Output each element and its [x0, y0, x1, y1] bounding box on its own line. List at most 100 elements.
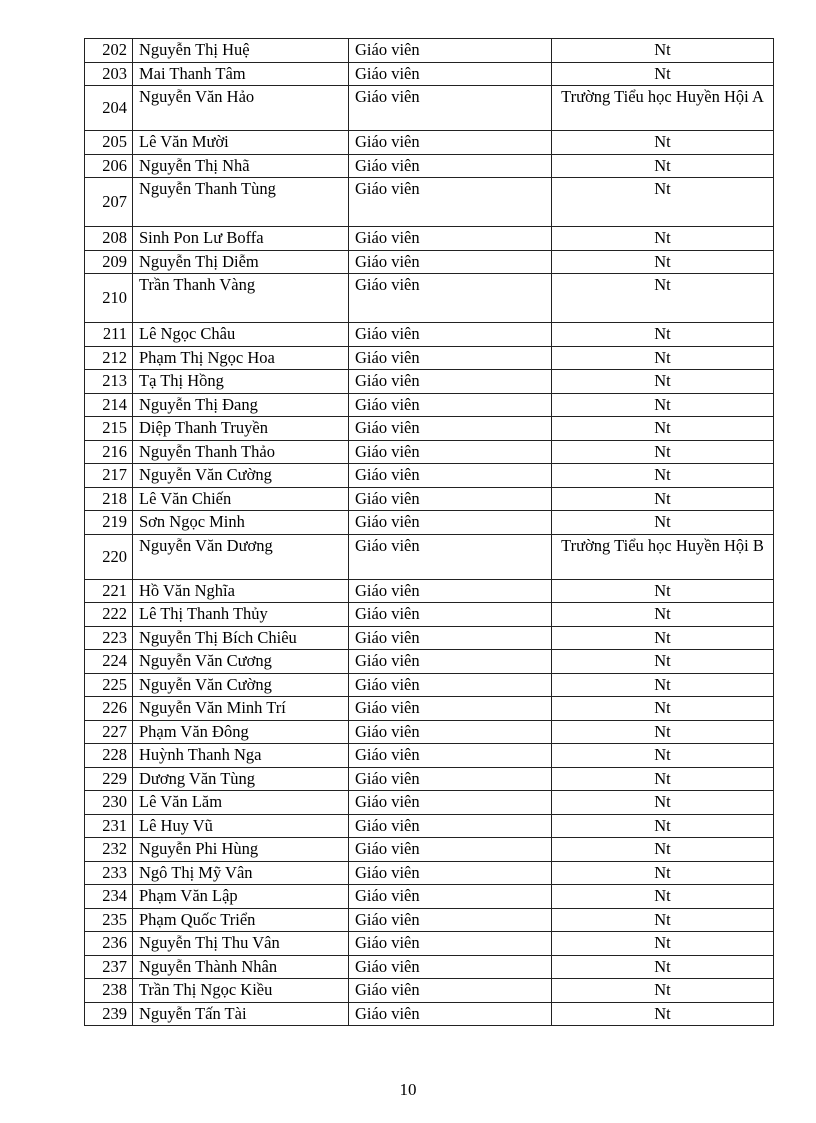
staff-name: Hồ Văn Nghĩa: [132, 578, 349, 603]
staff-school: Nt: [551, 696, 774, 721]
row-number: 206: [84, 153, 133, 178]
row-number: 205: [84, 130, 133, 155]
staff-role: Giáo viên: [348, 226, 552, 251]
row-number: 218: [84, 486, 133, 511]
staff-role: Giáo viên: [348, 931, 552, 956]
staff-role: Giáo viên: [348, 177, 552, 227]
row-number: 209: [84, 249, 133, 274]
staff-school: Nt: [551, 766, 774, 791]
staff-table-body: 202 Nguyễn Thị Huệ Giáo viên Nt 203 Mai Thanh…: [84, 38, 774, 1026]
row-number: 210: [84, 273, 133, 323]
row-number: 217: [84, 463, 133, 488]
staff-school: Nt: [551, 439, 774, 464]
staff-role: Giáo viên: [348, 672, 552, 697]
row-number: 214: [84, 392, 133, 417]
staff-school: Nt: [551, 177, 774, 227]
staff-school: Nt: [551, 743, 774, 768]
table-row: 219 Sơn Ngọc Minh Giáo viên Nt: [84, 510, 774, 535]
staff-school: Nt: [551, 38, 774, 63]
staff-school: Nt: [551, 954, 774, 979]
staff-school: Nt: [551, 153, 774, 178]
staff-name: Nguyễn Thị Thu Vân: [132, 931, 349, 956]
staff-name: Nguyễn Phi Hùng: [132, 837, 349, 862]
staff-role: Giáo viên: [348, 153, 552, 178]
staff-role: Giáo viên: [348, 790, 552, 815]
row-number: 226: [84, 696, 133, 721]
table-row: 217 Nguyễn Văn Cường Giáo viên Nt: [84, 463, 774, 488]
table-row: 227 Phạm Văn Đông Giáo viên Nt: [84, 719, 774, 744]
table-row: 238 Trần Thị Ngọc Kiều Giáo viên Nt: [84, 978, 774, 1003]
staff-school: Nt: [551, 61, 774, 86]
staff-role: Giáo viên: [348, 510, 552, 535]
staff-school: Nt: [551, 369, 774, 394]
staff-school: Nt: [551, 625, 774, 650]
staff-name: Phạm Văn Lập: [132, 884, 349, 909]
table-row: 220 Nguyễn Văn Dương Giáo viên Trường Tiểu …: [84, 533, 774, 580]
table-row: 239 Nguyễn Tấn Tài Giáo viên Nt: [84, 1001, 774, 1026]
staff-name: Lê Văn Lăm: [132, 790, 349, 815]
staff-name: Nguyễn Văn Hảo: [132, 85, 349, 131]
staff-role: Giáo viên: [348, 625, 552, 650]
staff-name: Lê Thị Thanh Thủy: [132, 602, 349, 627]
staff-name: Lê Văn Mười: [132, 130, 349, 155]
staff-school: Nt: [551, 345, 774, 370]
staff-school: Nt: [551, 249, 774, 274]
staff-role: Giáo viên: [348, 578, 552, 603]
table-row: 225 Nguyễn Văn Cường Giáo viên Nt: [84, 672, 774, 697]
staff-name: Nguyễn Văn Minh Trí: [132, 696, 349, 721]
staff-role: Giáo viên: [348, 345, 552, 370]
staff-name: Lê Ngọc Châu: [132, 322, 349, 347]
staff-name: Sinh Pon Lư Boffa: [132, 226, 349, 251]
staff-school: Nt: [551, 130, 774, 155]
table-row: 222 Lê Thị Thanh Thủy Giáo viên Nt: [84, 602, 774, 627]
row-number: 224: [84, 649, 133, 674]
staff-name: Phạm Văn Đông: [132, 719, 349, 744]
staff-role: Giáo viên: [348, 61, 552, 86]
staff-school: Nt: [551, 649, 774, 674]
staff-role: Giáo viên: [348, 273, 552, 323]
staff-name: Trần Thị Ngọc Kiều: [132, 978, 349, 1003]
staff-school: Nt: [551, 463, 774, 488]
row-number: 213: [84, 369, 133, 394]
staff-school: Nt: [551, 322, 774, 347]
table-row: 237 Nguyễn Thành Nhân Giáo viên Nt: [84, 954, 774, 979]
row-number: 211: [84, 322, 133, 347]
staff-name: Nguyễn Thanh Tùng: [132, 177, 349, 227]
table-row: 206 Nguyễn Thị Nhã Giáo viên Nt: [84, 153, 774, 178]
table-row: 210 Trần Thanh Vàng Giáo viên Nt: [84, 273, 774, 323]
row-number: 236: [84, 931, 133, 956]
table-row: 228 Huỳnh Thanh Nga Giáo viên Nt: [84, 743, 774, 768]
staff-name: Nguyễn Tấn Tài: [132, 1001, 349, 1026]
staff-role: Giáo viên: [348, 602, 552, 627]
row-number: 237: [84, 954, 133, 979]
staff-name: Lê Huy Vũ: [132, 813, 349, 838]
row-number: 204: [84, 85, 133, 131]
staff-school: Nt: [551, 273, 774, 323]
staff-school: Nt: [551, 860, 774, 885]
staff-name: Nguyễn Thanh Thảo: [132, 439, 349, 464]
row-number: 229: [84, 766, 133, 791]
staff-name: Nguyễn Thị Bích Chiêu: [132, 625, 349, 650]
row-number: 222: [84, 602, 133, 627]
staff-school: Nt: [551, 602, 774, 627]
row-number: 202: [84, 38, 133, 63]
table-row: 229 Dương Văn Tùng Giáo viên Nt: [84, 766, 774, 791]
staff-role: Giáo viên: [348, 38, 552, 63]
staff-role: Giáo viên: [348, 392, 552, 417]
row-number: 231: [84, 813, 133, 838]
row-number: 203: [84, 61, 133, 86]
staff-role: Giáo viên: [348, 416, 552, 441]
staff-name: Nguyễn Thị Huệ: [132, 38, 349, 63]
staff-school: Nt: [551, 578, 774, 603]
staff-name: Huỳnh Thanh Nga: [132, 743, 349, 768]
table-row: 235 Phạm Quốc Triển Giáo viên Nt: [84, 907, 774, 932]
staff-name: Nguyễn Văn Dương: [132, 533, 349, 580]
staff-role: Giáo viên: [348, 884, 552, 909]
staff-name: Tạ Thị Hồng: [132, 369, 349, 394]
row-number: 235: [84, 907, 133, 932]
staff-role: Giáo viên: [348, 1001, 552, 1026]
row-number: 225: [84, 672, 133, 697]
staff-school: Nt: [551, 884, 774, 909]
staff-school: Nt: [551, 837, 774, 862]
table-row: 215 Diệp Thanh Truyền Giáo viên Nt: [84, 416, 774, 441]
